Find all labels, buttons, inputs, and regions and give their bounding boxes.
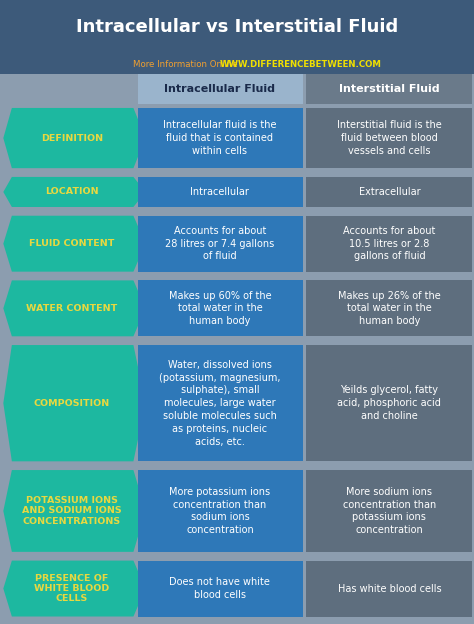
Text: POTASSIUM IONS
AND SODIUM IONS
CONCENTRATIONS: POTASSIUM IONS AND SODIUM IONS CONCENTRA… <box>22 496 122 526</box>
FancyBboxPatch shape <box>138 216 303 271</box>
Text: LOCATION: LOCATION <box>45 187 99 197</box>
Text: WWW.DIFFERENCEBETWEEN.COM: WWW.DIFFERENCEBETWEEN.COM <box>220 61 382 69</box>
Polygon shape <box>3 177 146 207</box>
Text: FLUID CONTENT: FLUID CONTENT <box>29 239 115 248</box>
Text: Intracellular: Intracellular <box>191 187 249 197</box>
FancyBboxPatch shape <box>306 108 472 168</box>
Polygon shape <box>3 345 146 461</box>
Text: Does not have white
blood cells: Does not have white blood cells <box>170 577 270 600</box>
FancyBboxPatch shape <box>138 280 303 336</box>
Text: Makes up 60% of the
total water in the
human body: Makes up 60% of the total water in the h… <box>169 291 271 326</box>
Text: Water, dissolved ions
(potassium, magnesium,
sulphate), small
molecules, large w: Water, dissolved ions (potassium, magnes… <box>159 360 281 447</box>
Polygon shape <box>3 470 146 552</box>
Text: Intracellular fluid is the
fluid that is contained
within cells: Intracellular fluid is the fluid that is… <box>163 120 277 156</box>
FancyBboxPatch shape <box>306 470 472 552</box>
FancyBboxPatch shape <box>138 177 303 207</box>
FancyBboxPatch shape <box>138 560 303 617</box>
Text: Extracellular: Extracellular <box>358 187 420 197</box>
Text: DEFINITION: DEFINITION <box>41 134 103 142</box>
Polygon shape <box>3 216 146 271</box>
FancyBboxPatch shape <box>0 56 474 74</box>
Text: More sodium ions
concentration than
potassium ions
concentration: More sodium ions concentration than pota… <box>343 487 436 535</box>
Text: Intracellular vs Interstitial Fluid: Intracellular vs Interstitial Fluid <box>76 18 398 36</box>
Text: Has white blood cells: Has white blood cells <box>337 583 441 593</box>
FancyBboxPatch shape <box>138 108 303 168</box>
Text: Accounts for about
10.5 litres or 2.8
gallons of fluid: Accounts for about 10.5 litres or 2.8 ga… <box>343 226 436 261</box>
FancyBboxPatch shape <box>138 345 303 461</box>
Text: PRESENCE OF
WHITE BLOOD
CELLS: PRESENCE OF WHITE BLOOD CELLS <box>34 573 109 603</box>
Text: Accounts for about
28 litres or 7.4 gallons
of fluid: Accounts for about 28 litres or 7.4 gall… <box>165 226 274 261</box>
Text: COMPOSITION: COMPOSITION <box>34 399 110 407</box>
Polygon shape <box>3 108 146 168</box>
FancyBboxPatch shape <box>138 74 303 104</box>
Text: Makes up 26% of the
total water in the
human body: Makes up 26% of the total water in the h… <box>338 291 441 326</box>
Polygon shape <box>3 560 146 617</box>
FancyBboxPatch shape <box>306 280 472 336</box>
Text: Interstitial fluid is the
fluid between blood
vessels and cells: Interstitial fluid is the fluid between … <box>337 120 442 156</box>
FancyBboxPatch shape <box>306 345 472 461</box>
Text: Intracellular Fluid: Intracellular Fluid <box>164 84 275 94</box>
Text: Yeilds glycerol, fatty
acid, phosphoric acid
and choline: Yeilds glycerol, fatty acid, phosphoric … <box>337 386 441 421</box>
FancyBboxPatch shape <box>0 0 474 56</box>
Text: More potassium ions
concentration than
sodium ions
concentration: More potassium ions concentration than s… <box>169 487 271 535</box>
FancyBboxPatch shape <box>138 470 303 552</box>
FancyBboxPatch shape <box>306 177 472 207</box>
FancyBboxPatch shape <box>306 560 472 617</box>
Text: More Information Online: More Information Online <box>133 61 243 69</box>
Text: WATER CONTENT: WATER CONTENT <box>26 304 118 313</box>
FancyBboxPatch shape <box>306 74 472 104</box>
Text: Interstitial Fluid: Interstitial Fluid <box>339 84 440 94</box>
FancyBboxPatch shape <box>306 216 472 271</box>
Polygon shape <box>3 280 146 336</box>
